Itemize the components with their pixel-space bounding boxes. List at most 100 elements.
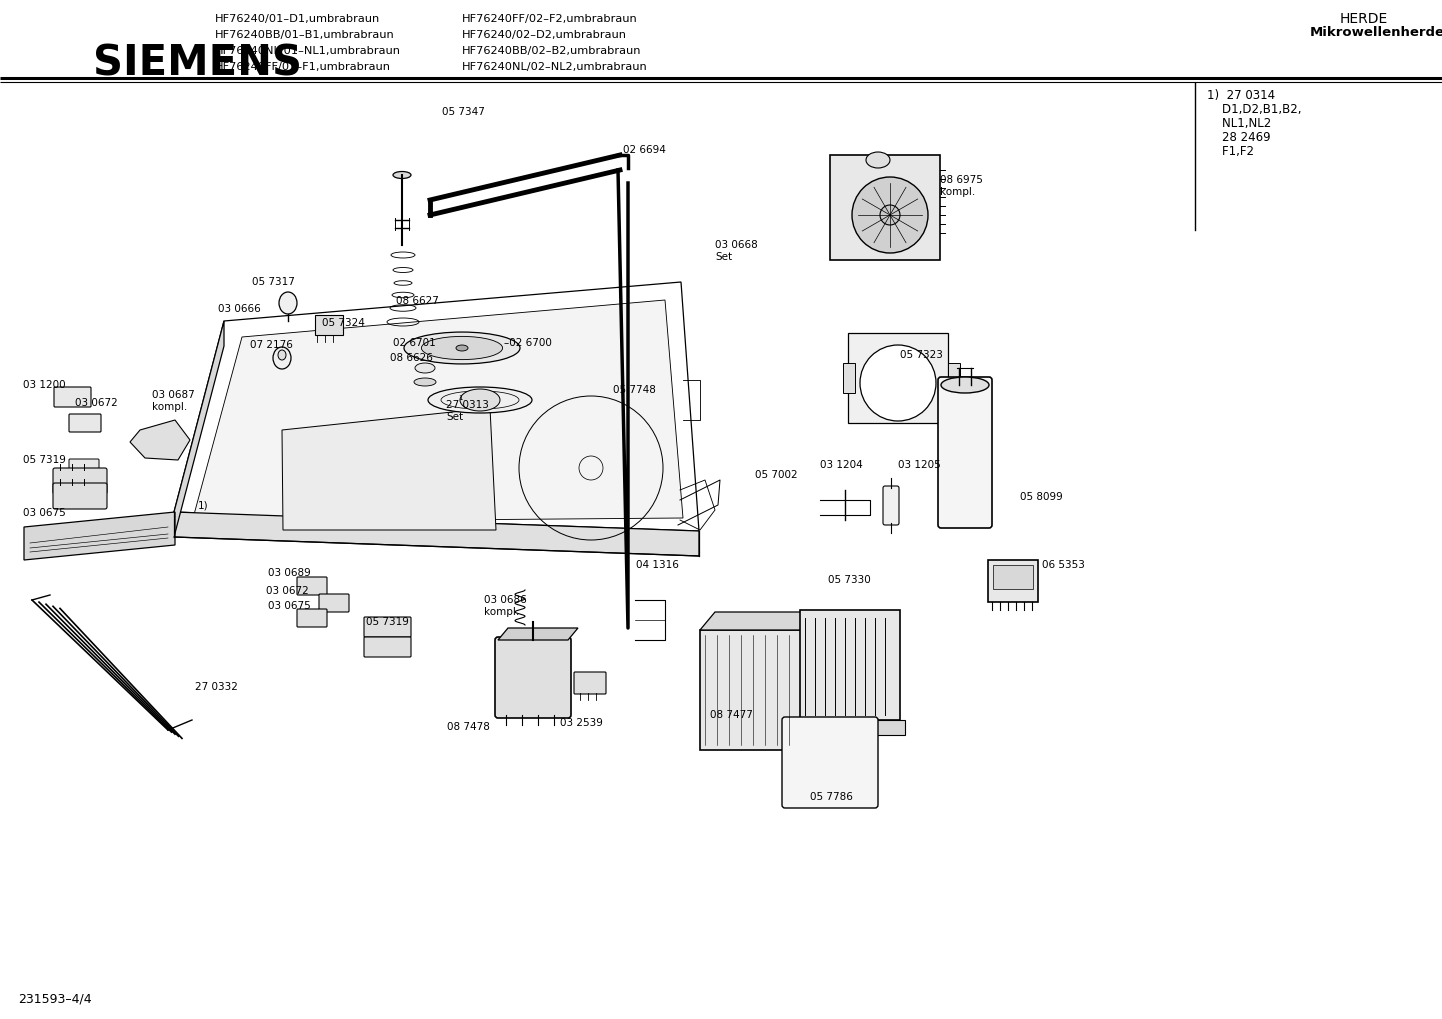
Text: 03 1205: 03 1205	[898, 460, 940, 470]
Text: 05 7786: 05 7786	[810, 792, 852, 802]
Text: 02 6694: 02 6694	[623, 145, 666, 155]
FancyBboxPatch shape	[297, 577, 327, 595]
Text: 03 0672: 03 0672	[75, 398, 118, 408]
Text: 1)  27 0314: 1) 27 0314	[1207, 89, 1275, 102]
Text: 03 1200: 03 1200	[23, 380, 66, 390]
Polygon shape	[283, 408, 496, 530]
FancyBboxPatch shape	[363, 616, 411, 637]
Text: 03 0675: 03 0675	[268, 601, 310, 611]
Text: 08 6627: 08 6627	[397, 296, 438, 306]
Text: 03 1204: 03 1204	[820, 460, 862, 470]
Ellipse shape	[942, 377, 989, 393]
FancyBboxPatch shape	[947, 363, 960, 393]
Text: 02 6701: 02 6701	[394, 338, 435, 348]
Text: 1: 1	[457, 395, 463, 401]
Text: 08 7477: 08 7477	[709, 710, 753, 720]
Polygon shape	[174, 512, 699, 556]
FancyBboxPatch shape	[844, 363, 855, 393]
Text: 03 2539: 03 2539	[559, 718, 603, 728]
Circle shape	[852, 177, 929, 253]
Text: 1): 1)	[198, 500, 209, 510]
Text: 27 0332: 27 0332	[195, 682, 238, 692]
Text: 03 0687
kompl.: 03 0687 kompl.	[151, 390, 195, 413]
Text: HERDE: HERDE	[1340, 12, 1389, 26]
Text: 03 0686
kompl.: 03 0686 kompl.	[485, 595, 526, 618]
Ellipse shape	[394, 171, 411, 178]
Text: 05 7002: 05 7002	[756, 470, 797, 480]
Text: Mikrowellenherde: Mikrowellenherde	[1309, 26, 1442, 39]
FancyBboxPatch shape	[53, 387, 91, 407]
FancyBboxPatch shape	[297, 609, 327, 627]
FancyBboxPatch shape	[495, 637, 571, 718]
Text: 05 7347: 05 7347	[443, 107, 485, 117]
FancyBboxPatch shape	[994, 565, 1032, 589]
FancyBboxPatch shape	[319, 594, 349, 612]
Text: –02 6700: –02 6700	[505, 338, 552, 348]
Text: 05 7324: 05 7324	[322, 318, 365, 328]
Text: 08 6626: 08 6626	[389, 353, 433, 363]
Ellipse shape	[428, 387, 532, 413]
Text: 03 0675: 03 0675	[23, 508, 66, 518]
Ellipse shape	[278, 350, 286, 360]
Text: 05 7317: 05 7317	[252, 277, 294, 287]
Circle shape	[859, 345, 936, 421]
FancyBboxPatch shape	[937, 377, 992, 528]
FancyBboxPatch shape	[800, 610, 900, 720]
Text: 28 2469: 28 2469	[1207, 131, 1270, 144]
Polygon shape	[699, 612, 825, 630]
Text: SIEMENS: SIEMENS	[92, 42, 301, 84]
Text: 27 0313
Set: 27 0313 Set	[446, 400, 489, 423]
Text: 231593–4/4: 231593–4/4	[17, 993, 92, 1006]
FancyBboxPatch shape	[831, 155, 940, 260]
FancyBboxPatch shape	[699, 630, 810, 750]
FancyBboxPatch shape	[69, 414, 101, 432]
FancyBboxPatch shape	[988, 560, 1038, 602]
Text: 03 0689: 03 0689	[268, 568, 310, 578]
Text: HF76240/01–D1,umbrabraun: HF76240/01–D1,umbrabraun	[215, 14, 381, 24]
Text: NL1,NL2: NL1,NL2	[1207, 117, 1272, 130]
Text: 04 1316: 04 1316	[636, 560, 679, 570]
Text: 03 0666: 03 0666	[218, 304, 261, 314]
Polygon shape	[25, 512, 174, 560]
Text: 05 7319: 05 7319	[366, 616, 410, 627]
Ellipse shape	[404, 332, 521, 364]
FancyBboxPatch shape	[314, 315, 343, 335]
Text: HF76240BB/02–B2,umbrabraun: HF76240BB/02–B2,umbrabraun	[461, 46, 642, 56]
Polygon shape	[174, 321, 224, 537]
FancyBboxPatch shape	[363, 637, 411, 657]
Ellipse shape	[415, 363, 435, 373]
Text: 03 0672: 03 0672	[265, 586, 309, 596]
Text: HF76240FF/01–F1,umbrabraun: HF76240FF/01–F1,umbrabraun	[215, 62, 391, 72]
FancyBboxPatch shape	[53, 483, 107, 510]
Polygon shape	[192, 300, 684, 522]
Polygon shape	[497, 628, 578, 640]
Text: 05 7330: 05 7330	[828, 575, 871, 585]
Text: 08 7478: 08 7478	[447, 722, 490, 732]
Ellipse shape	[421, 336, 503, 360]
Polygon shape	[848, 333, 947, 423]
Text: 05 8099: 05 8099	[1019, 492, 1063, 502]
FancyBboxPatch shape	[795, 720, 906, 735]
Polygon shape	[810, 612, 825, 750]
Text: 05 7319: 05 7319	[23, 455, 66, 465]
Text: 03 0668
Set: 03 0668 Set	[715, 240, 757, 263]
Ellipse shape	[867, 152, 890, 168]
FancyBboxPatch shape	[69, 459, 99, 475]
Text: HF76240FF/02–F2,umbrabraun: HF76240FF/02–F2,umbrabraun	[461, 14, 637, 24]
Text: D1,D2,B1,B2,: D1,D2,B1,B2,	[1207, 103, 1302, 116]
Text: HF76240BB/01–B1,umbrabraun: HF76240BB/01–B1,umbrabraun	[215, 30, 395, 40]
Ellipse shape	[273, 347, 291, 369]
Circle shape	[880, 205, 900, 225]
FancyBboxPatch shape	[53, 468, 107, 494]
Ellipse shape	[278, 292, 297, 314]
Text: HF76240/02–D2,umbrabraun: HF76240/02–D2,umbrabraun	[461, 30, 627, 40]
Text: F1,F2: F1,F2	[1207, 145, 1255, 158]
Text: 05 7748: 05 7748	[613, 385, 656, 395]
FancyBboxPatch shape	[782, 717, 878, 808]
Ellipse shape	[414, 378, 435, 386]
Text: HF76240NL/01–NL1,umbrabraun: HF76240NL/01–NL1,umbrabraun	[215, 46, 401, 56]
Text: 07 2176: 07 2176	[249, 340, 293, 350]
Ellipse shape	[456, 345, 469, 351]
FancyBboxPatch shape	[574, 672, 606, 694]
Ellipse shape	[460, 389, 500, 411]
